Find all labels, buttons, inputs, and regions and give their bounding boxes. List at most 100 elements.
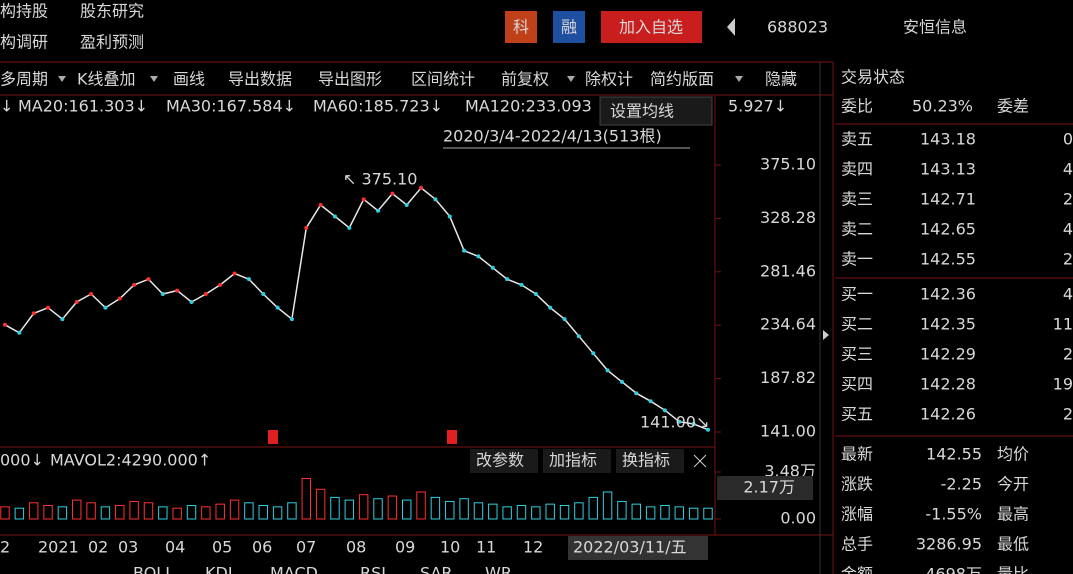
quote-label: 金额 — [841, 565, 873, 574]
order-volume: 2 — [1063, 190, 1073, 209]
vol-bar — [430, 496, 441, 520]
price-point — [232, 271, 237, 276]
y-tick-label: 281.46 — [760, 261, 816, 280]
y-tick-label: 141.00 — [760, 422, 816, 441]
nav-link[interactable]: 构调研 — [0, 33, 48, 52]
add-button-bg[interactable] — [601, 11, 702, 43]
price-point — [390, 191, 395, 196]
toolbar-item[interactable]: 导出图形 — [318, 70, 382, 89]
toolbar-item[interactable]: 区间统计 — [411, 70, 475, 89]
close-icon[interactable] — [693, 454, 707, 468]
toolbar-item[interactable]: 多周期 — [0, 70, 48, 89]
price-point — [404, 203, 409, 208]
toolbar-item[interactable]: 前复权 — [501, 70, 549, 89]
vol-bar — [158, 506, 168, 520]
vol-bar — [344, 499, 355, 520]
vol-bar — [416, 491, 426, 520]
bottom-tab[interactable]: SAR — [420, 564, 453, 574]
vol-bar — [244, 502, 254, 520]
x-tick-label: 02 — [88, 538, 108, 557]
toolbar-item[interactable]: 除权计 — [585, 70, 633, 89]
vol-bar — [72, 499, 82, 520]
toolbar-item[interactable]: K线叠加 — [77, 70, 136, 89]
dropdown-arrow — [150, 76, 158, 82]
order-price: 142.35 — [920, 315, 976, 334]
toolbar-item[interactable]: 简约版面 — [650, 70, 714, 89]
price-point — [490, 265, 495, 270]
badge[interactable]: 科 — [513, 18, 529, 37]
badge-bg[interactable] — [553, 11, 585, 43]
vol-bar — [272, 506, 283, 520]
price-point — [476, 254, 481, 259]
x-tick-label: 12 — [523, 538, 543, 557]
add-button[interactable]: 加入自选 — [619, 18, 683, 37]
bottom-tab[interactable]: BOLL — [133, 564, 174, 574]
nav-link[interactable]: 盈利预测 — [80, 33, 144, 52]
ma-settings[interactable]: 设置均线 — [610, 102, 674, 121]
order-price: 142.29 — [920, 345, 976, 364]
vol-bar — [602, 491, 613, 520]
ratio-value: 50.23% — [912, 97, 973, 116]
y-tick-label: 0.00 — [780, 509, 816, 528]
x-tick-label: 05 — [212, 538, 232, 557]
toolbar-item[interactable]: 隐藏 — [765, 70, 797, 89]
nav-link[interactable]: 股东研究 — [80, 2, 144, 21]
ma-legend: ↓ — [0, 97, 13, 116]
x-tick-label: 07 — [296, 538, 316, 557]
price-point — [462, 248, 467, 253]
vol-bar — [660, 504, 670, 520]
indicator-button[interactable]: 换指标 — [622, 451, 670, 470]
badge[interactable]: 融 — [561, 18, 577, 37]
vol-bar — [459, 498, 469, 520]
bottom-tab[interactable]: RSI — [360, 564, 386, 574]
prev-arrow[interactable] — [727, 18, 735, 36]
bottom-tab[interactable]: KDJ — [205, 564, 233, 574]
toolbar-item[interactable]: 导出数据 — [228, 70, 292, 89]
order-price: 142.28 — [920, 375, 976, 394]
button-bg[interactable] — [470, 449, 538, 473]
bottom-tab[interactable]: WR — [485, 564, 512, 574]
y-tick-label: 234.64 — [760, 315, 816, 334]
price-point — [533, 291, 538, 296]
button-bg[interactable] — [543, 449, 611, 473]
price-point — [519, 282, 524, 287]
quote-label: 量比 — [997, 565, 1029, 574]
order-price: 142.55 — [920, 250, 976, 269]
bottom-tab[interactable]: MACD — [270, 564, 318, 574]
price-point — [189, 299, 194, 304]
price-point — [3, 322, 7, 327]
order-price: 143.18 — [920, 130, 976, 149]
vol-bar — [358, 494, 369, 520]
price-point — [662, 408, 667, 413]
toolbar-item[interactable]: 画线 — [173, 70, 205, 89]
badge-bg[interactable] — [505, 11, 537, 43]
y-tick-label: 375.10 — [760, 155, 816, 174]
nav-link[interactable]: 构持股 — [0, 2, 48, 21]
price-point — [562, 317, 567, 322]
order-volume: 2 — [1063, 250, 1073, 269]
price-point — [619, 379, 624, 384]
vol-bar — [57, 506, 68, 520]
vol-bar — [129, 500, 139, 520]
vol-bar — [617, 500, 627, 520]
price-point — [117, 296, 122, 301]
price-point — [347, 225, 352, 230]
ma-legend: 5.927↓ — [728, 97, 787, 116]
vol-bar — [473, 502, 484, 520]
vol-bar — [0, 506, 10, 520]
price-point — [60, 317, 65, 322]
button-bg[interactable] — [616, 449, 684, 473]
price-point — [74, 299, 79, 304]
price-point — [289, 317, 294, 322]
price-point — [246, 277, 251, 282]
date-range: 2020/3/4-2022/4/13(513根) — [443, 127, 662, 146]
indicator-button[interactable]: 加指标 — [549, 451, 597, 470]
x-tick-label: 2022/03/11/五 — [573, 538, 687, 557]
price-point — [304, 225, 309, 230]
indicator-button[interactable]: 改参数 — [476, 451, 524, 470]
x-tick-label: 04 — [165, 538, 185, 557]
x-tick-label: 03 — [118, 538, 138, 557]
ma-settings-bg[interactable] — [599, 96, 713, 126]
expand-arrow[interactable] — [823, 330, 829, 340]
vol-bar — [28, 502, 39, 520]
